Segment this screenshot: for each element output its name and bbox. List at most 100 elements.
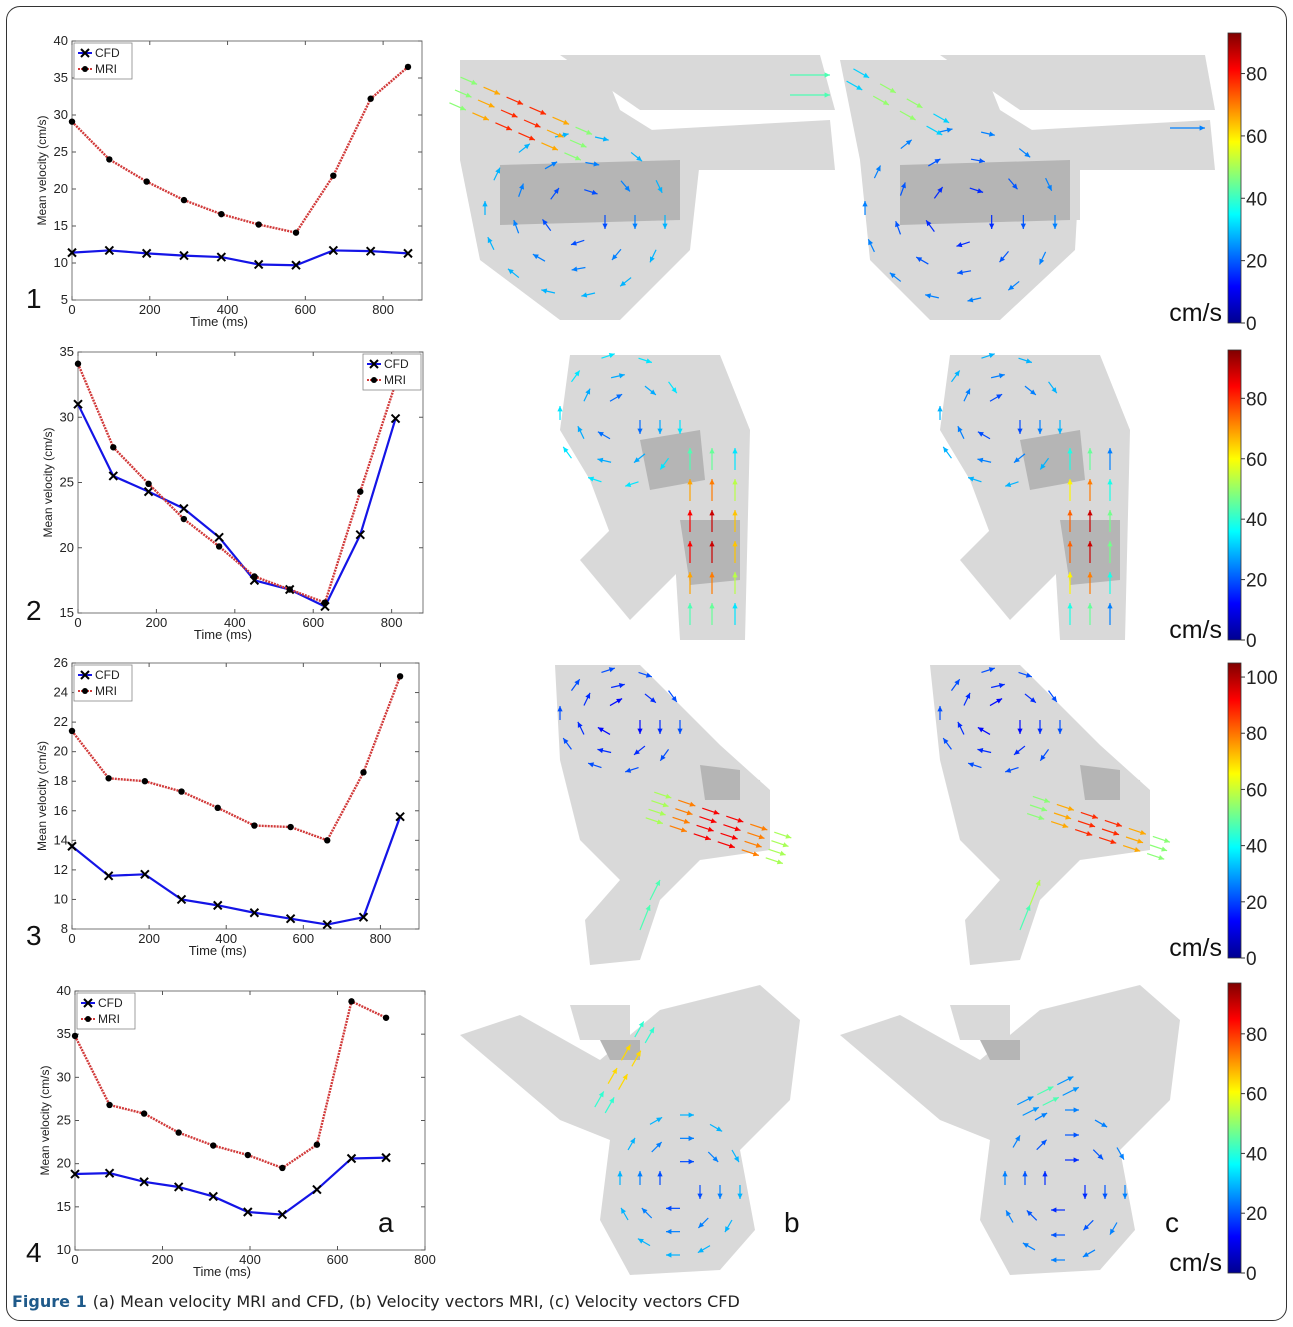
data-point-mri xyxy=(105,775,112,782)
velocity-arrow xyxy=(619,277,632,287)
chart-3a: 0 200 400 600 800 8 10 12 14 16 18 20 22 24 26 Time (ms… xyxy=(35,655,420,958)
row-label: 4 xyxy=(26,1237,42,1268)
velocity-arrow xyxy=(1042,1096,1060,1106)
y-tick-label: 30 xyxy=(57,1069,71,1084)
y-axis-label: Mean velocity (cm/s) xyxy=(35,741,49,851)
data-point-mri xyxy=(145,480,152,488)
colorbar-tick-label: 60 xyxy=(1246,127,1267,148)
velocity-arrow xyxy=(609,393,623,402)
velocity-arrow xyxy=(709,541,715,563)
velocity-arrow xyxy=(1101,828,1120,836)
velocity-arrow xyxy=(790,72,830,78)
velocity-arrow xyxy=(1057,1076,1074,1086)
data-point-mri xyxy=(68,727,76,735)
velocity-arrow xyxy=(1067,541,1073,563)
data-point-cfd xyxy=(179,503,189,514)
velocity-arrow xyxy=(1024,385,1037,396)
velocity-arrow xyxy=(460,76,478,85)
velocity-arrow xyxy=(867,239,875,253)
velocity-arrow xyxy=(1067,479,1073,501)
velocity-arrow xyxy=(1109,1222,1118,1235)
y-tick-label: 5 xyxy=(61,292,68,307)
legend-label: MRI xyxy=(95,684,117,698)
velocity-arrow xyxy=(741,849,759,857)
column-label: b xyxy=(784,1207,800,1238)
x-tick-label: 800 xyxy=(381,615,403,630)
velocity-arrow xyxy=(750,823,768,831)
velocity-arrow xyxy=(638,671,653,678)
velocity-arrow xyxy=(627,1137,636,1151)
data-point-cfd xyxy=(179,250,189,261)
velocity-arrow xyxy=(928,158,941,167)
colorbar-tick-label: 0 xyxy=(1246,949,1257,970)
velocity-arrow xyxy=(873,165,882,179)
velocity-arrow xyxy=(672,816,690,824)
velocity-arrow xyxy=(732,479,738,501)
velocity-arrow xyxy=(620,180,631,192)
x-tick-label: 400 xyxy=(215,931,237,946)
velocity-arrow xyxy=(723,824,741,832)
colorbar-tick-label: 0 xyxy=(1246,1264,1257,1285)
velocity-arrow xyxy=(1125,836,1144,844)
row-label: 2 xyxy=(26,595,42,626)
velocity-arrow xyxy=(657,1171,663,1185)
data-point-cfd xyxy=(358,912,369,922)
data-point-mri xyxy=(321,599,329,606)
legend-marker xyxy=(85,1016,91,1022)
y-tick-label: 16 xyxy=(54,803,68,818)
velocity-arrow xyxy=(583,388,591,402)
velocity-arrow xyxy=(1122,844,1141,852)
velocity-arrow xyxy=(1107,541,1113,563)
velocity-arrow xyxy=(659,749,670,762)
caption-text: (a) Mean velocity MRI and CFD, (b) Veloc… xyxy=(92,1292,740,1311)
velocity-arrow xyxy=(1107,603,1113,625)
data-point-cfd xyxy=(291,260,301,270)
velocity-arrow xyxy=(1098,836,1117,844)
velocity-arrow xyxy=(915,256,929,265)
legend-label: CFD xyxy=(98,996,123,1010)
colorbar-tick-label: 40 xyxy=(1246,189,1267,210)
chart-2a: 0 200 400 600 800 15 20 25 30 35 Time (ms) Mean vel… xyxy=(41,344,424,642)
colorbar-gradient xyxy=(1227,32,1242,324)
velocity-arrow xyxy=(1039,457,1050,470)
velocity-arrow xyxy=(523,119,541,128)
velocity-arrow xyxy=(933,186,944,199)
colorbar-unit: cm/s xyxy=(1169,1249,1222,1277)
velocity-arrow xyxy=(570,370,581,383)
velocity-arrow xyxy=(617,1171,623,1185)
colorbar-tick-label: 20 xyxy=(1246,893,1267,914)
y-tick-label: 12 xyxy=(54,862,68,877)
velocity-arrow xyxy=(744,840,762,848)
velocity-arrow xyxy=(482,201,488,215)
y-tick-label: 40 xyxy=(57,983,71,998)
velocity-arrow xyxy=(1017,1096,1034,1106)
velocity-arrow xyxy=(669,825,687,833)
data-point-cfd xyxy=(67,841,77,851)
data-point-cfd xyxy=(73,399,83,409)
velocity-arrow xyxy=(942,446,952,459)
velocity-arrow xyxy=(724,1219,733,1233)
velocity-arrow xyxy=(720,832,738,840)
velocity-arrow xyxy=(1032,795,1051,803)
data-point-cfd xyxy=(143,486,154,497)
velocity-arrow xyxy=(518,143,531,153)
velocity-arrow xyxy=(1170,125,1205,131)
velocity-arrow xyxy=(1065,1157,1079,1163)
legend-label: MRI xyxy=(384,373,406,387)
x-axis-label: Time (ms) xyxy=(189,943,247,958)
colorbar-tick-label: 0 xyxy=(1246,314,1257,335)
velocity-arrow xyxy=(542,218,552,232)
velocity-arrow xyxy=(513,219,520,234)
velocity-arrow xyxy=(632,215,638,229)
y-tick-label: 15 xyxy=(60,605,74,620)
velocity-arrow xyxy=(1048,381,1058,394)
velocity-arrow xyxy=(1042,1171,1048,1185)
velocity-arrow xyxy=(1067,572,1073,594)
legend-label: CFD xyxy=(384,357,409,371)
data-point-mri xyxy=(74,360,82,367)
velocity-arrow xyxy=(597,748,612,754)
velocity-arrow xyxy=(677,720,683,734)
data-point-mri xyxy=(180,196,188,204)
velocity-arrow xyxy=(562,737,572,750)
vessel-region xyxy=(950,1005,1010,1040)
